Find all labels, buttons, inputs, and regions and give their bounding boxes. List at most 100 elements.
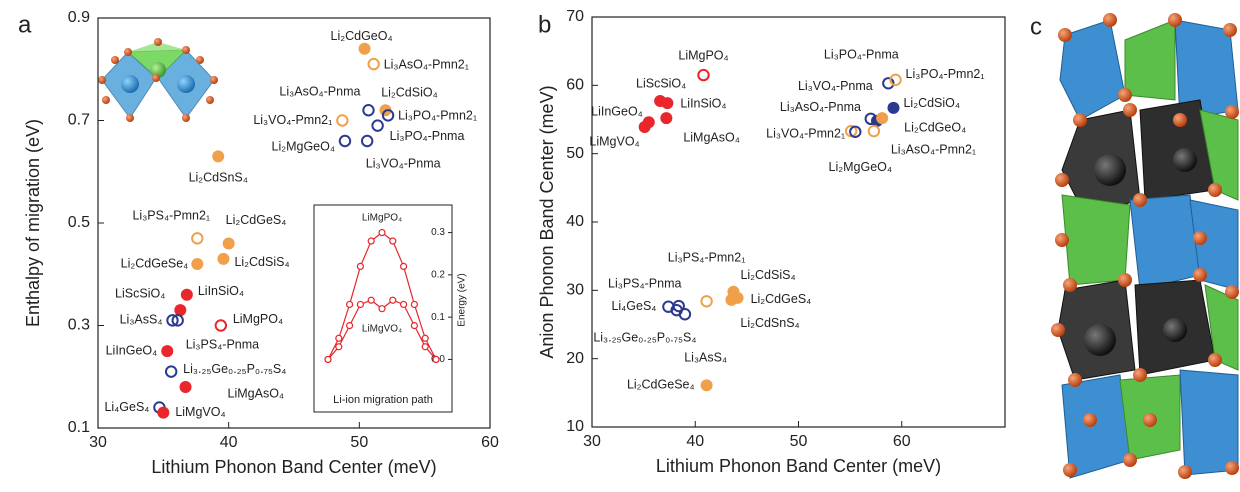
point-label: Li₃.₂₅Ge₀.₂₅P₀.₇₅S₄: [183, 362, 286, 376]
point-label: Li₂CdSiS₄: [234, 255, 289, 269]
point-label: Li₃PS₄-Pnma: [608, 276, 681, 290]
point: [887, 101, 900, 114]
y-tick-label: 0.3: [431, 227, 445, 238]
x-tick-label: 30: [89, 434, 107, 451]
point-label: Li₃VO₄-Pnma: [366, 156, 441, 170]
series-point: [432, 355, 440, 364]
point-label: Li₄GeS₄: [104, 400, 149, 414]
y-tick-label: 0.9: [68, 9, 90, 26]
point: [670, 303, 683, 317]
point-label: Li₃PO₄-Pmn2₁: [398, 109, 477, 123]
point-label: LiInSiO₄: [680, 96, 726, 110]
y-tick-label: 70: [566, 8, 584, 25]
panel-label: c: [1030, 13, 1042, 40]
point: [725, 293, 738, 306]
point-label: Li₂CdSnS₄: [189, 171, 248, 185]
series-point: [346, 300, 354, 309]
y-tick-label: 40: [566, 213, 584, 230]
y-tick-label: 0.5: [68, 214, 90, 231]
point-label: Li₂MgGeO₄: [272, 139, 335, 153]
point-label: Li₃VO₄-Pmn2₁: [766, 126, 845, 140]
y-axis-label: Anion Phonon Band Center (meV): [537, 85, 557, 358]
point: [697, 68, 710, 82]
point-label: LiScSiO₄: [115, 286, 165, 300]
x-tick-label: 60: [893, 433, 911, 450]
point: [222, 237, 235, 250]
series-label: LiMgPO₄: [362, 213, 402, 224]
point: [161, 345, 174, 358]
point-label: LiMgAsO₄: [683, 130, 740, 144]
x-axis-label: Li-ion migration path: [333, 394, 433, 406]
y-tick-label: 0.1: [431, 312, 445, 323]
point-label: LiInGeO₄: [106, 343, 158, 357]
point: [700, 295, 713, 308]
y-tick-label: 0.3: [68, 317, 90, 334]
point: [212, 150, 225, 163]
point: [876, 112, 889, 125]
x-tick-label: 50: [790, 433, 808, 450]
point: [381, 109, 395, 122]
point-label: Li₃AsO₄-Pnma: [780, 100, 861, 114]
point-label: Li₃VO₄-Pnma: [798, 79, 873, 93]
y-axis-label: Enthalpy of migration (eV): [23, 119, 43, 327]
point: [171, 314, 184, 327]
point: [358, 42, 371, 55]
panel-label: b: [538, 11, 551, 38]
point: [889, 73, 902, 87]
point-label: Li₃AsO₄-Pmn2₁: [384, 57, 469, 71]
point: [638, 121, 651, 134]
point: [179, 381, 192, 393]
series-point: [421, 334, 429, 342]
panel-label: a: [18, 11, 32, 38]
y-tick-label: 20: [566, 350, 584, 367]
y-tick-label: 30: [566, 282, 584, 299]
series-point: [335, 334, 343, 342]
point-label: Li₃.₂₅Ge₀.₂₅P₀.₇₅S₄: [593, 331, 696, 345]
point: [180, 288, 193, 301]
structure-icon: [98, 38, 218, 122]
point-label: Li₃PO₄-Pnma: [390, 129, 465, 143]
series-point: [367, 237, 375, 245]
point: [214, 319, 228, 332]
point-label: Li₂CdGeO₄: [904, 120, 966, 134]
point: [191, 258, 204, 270]
series-point: [346, 322, 354, 330]
point: [157, 406, 170, 419]
y-tick-label: 0.7: [68, 112, 90, 129]
point: [166, 314, 179, 327]
point: [882, 77, 895, 90]
point: [362, 104, 375, 117]
point: [174, 304, 187, 317]
point: [661, 97, 674, 110]
point: [849, 125, 862, 139]
point-label: LiScSiO₄: [636, 76, 686, 90]
series-point: [378, 305, 386, 313]
point: [700, 379, 713, 392]
point: [191, 232, 204, 245]
series-point: [335, 343, 343, 351]
point-label: Li₂MgGeO₄: [829, 160, 892, 174]
y-tick-label: 10: [566, 418, 584, 435]
point-label: LiMgPO₄: [233, 312, 283, 326]
point: [336, 114, 349, 127]
series-point: [324, 355, 332, 364]
point-label: Li₂CdGeS₄: [751, 292, 812, 306]
series-point: [356, 300, 364, 309]
point-label: Li₃PS₄-Pnma: [186, 338, 259, 352]
point-label: Li₂CdGeO₄: [331, 29, 393, 43]
point-label: LiInSiO₄: [198, 284, 244, 298]
point-label: Li₃AsS₄: [684, 350, 727, 364]
point-label: Li₂CdGeSe₄: [121, 256, 189, 270]
point-label: LiInGeO₄: [591, 105, 643, 119]
point-label: Li₃AsS₄: [120, 313, 163, 327]
y-tick-label: 0.1: [68, 419, 90, 436]
point-label: Li₂CdSnS₄: [740, 316, 799, 330]
x-axis-label: Lithium Phonon Band Center (meV): [151, 457, 436, 477]
point-label: Li₃PS₄-Pmn2₁: [132, 209, 210, 223]
x-axis-label: Lithium Phonon Band Center (meV): [656, 456, 941, 476]
x-tick-label: 40: [686, 433, 704, 450]
point-label: Li₂CdSiS₄: [740, 268, 795, 282]
point-label: Li₄GeS₄: [611, 299, 656, 313]
x-tick-label: 50: [350, 434, 368, 451]
